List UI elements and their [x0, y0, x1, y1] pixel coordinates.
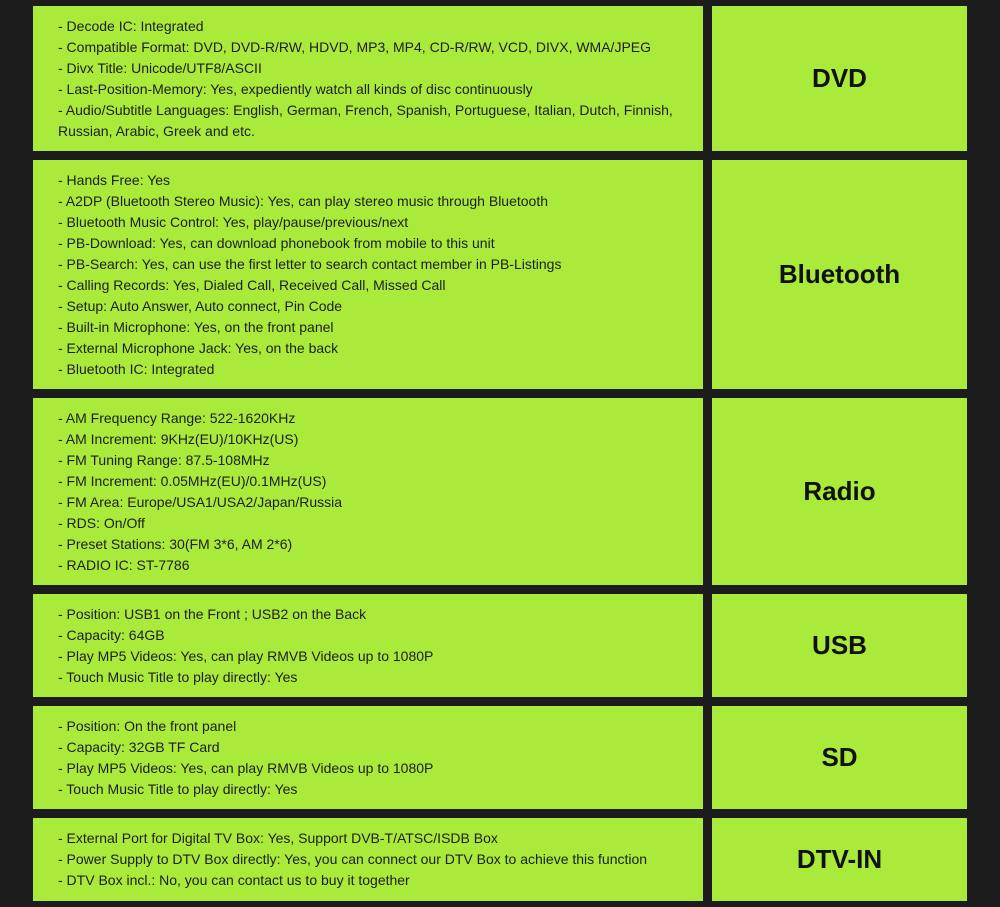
section-title: USB: [712, 594, 967, 697]
spec-item: - Capacity: 64GB: [58, 626, 165, 643]
spec-row-bluetooth: - Hands Free: Yes - A2DP (Bluetooth Stere…: [33, 160, 967, 389]
spec-item: - Bluetooth IC: Integrated: [58, 360, 215, 377]
spec-item: - Audio/Subtitle Languages: English, Ger…: [58, 101, 673, 139]
spec-item: - External Microphone Jack: Yes, on the …: [58, 339, 339, 356]
spec-item: - Position: USB1 on the Front ; USB2 on …: [58, 605, 367, 622]
spec-row-dtv-in: - External Port for Digital TV Box: Yes,…: [33, 818, 967, 901]
spec-item: - RDS: On/Off: [58, 514, 145, 531]
spec-list: - Hands Free: Yes - A2DP (Bluetooth Stere…: [33, 160, 703, 389]
spec-item: - Capacity: 32GB TF Card: [58, 738, 220, 755]
spec-item: - A2DP (Bluetooth Stereo Music): Yes, ca…: [58, 192, 549, 209]
spec-item: - Hands Free: Yes: [58, 171, 171, 188]
spec-list: - Position: On the front panel - Capacity…: [33, 706, 703, 809]
section-title: SD: [712, 706, 967, 809]
section-title: DVD: [712, 6, 967, 151]
spec-item: - FM Area: Europe/USA1/USA2/Japan/Russia: [58, 493, 343, 510]
spec-item: - AM Frequency Range: 522-1620KHz: [58, 409, 296, 426]
section-title: Radio: [712, 398, 967, 585]
spec-item: - Decode IC: Integrated: [58, 17, 204, 34]
spec-item: - Touch Music Title to play directly: Ye…: [58, 668, 298, 685]
spec-item: - FM Tuning Range: 87.5-108MHz: [58, 451, 270, 468]
spec-item: - PB-Download: Yes, can download phonebo…: [58, 234, 495, 251]
spec-item: - DTV Box incl.: No, you can contact us …: [58, 872, 410, 888]
spec-row-sd: - Position: On the front panel - Capacity…: [33, 706, 967, 809]
spec-item: - Touch Music Title to play directly: Ye…: [58, 780, 298, 797]
spec-item: - Compatible Format: DVD, DVD-R/RW, HDVD…: [58, 38, 652, 55]
section-title: DTV-IN: [712, 818, 967, 901]
spec-item: - External Port for Digital TV Box: Yes,…: [58, 830, 498, 846]
spec-list: - External Port for Digital TV Box: Yes,…: [33, 818, 703, 901]
spec-item: - Preset Stations: 30(FM 3*6, AM 2*6): [58, 535, 293, 552]
spec-row-dvd: - Decode IC: Integrated - Compatible Form…: [33, 6, 967, 151]
spec-item: - Play MP5 Videos: Yes, can play RMVB Vi…: [58, 647, 434, 664]
spec-item: - RADIO IC: ST-7786: [58, 556, 190, 573]
spec-list: - AM Frequency Range: 522-1620KHz - AM In…: [33, 398, 703, 585]
spec-list: - Position: USB1 on the Front ; USB2 on …: [33, 594, 703, 697]
spec-row-usb: - Position: USB1 on the Front ; USB2 on …: [33, 594, 967, 697]
spec-item: - AM Increment: 9KHz(EU)/10KHz(US): [58, 430, 299, 447]
spec-item: - PB-Search: Yes, can use the first lett…: [58, 255, 562, 272]
spec-list: - Decode IC: Integrated - Compatible Form…: [33, 6, 703, 151]
spec-item: - Position: On the front panel: [58, 717, 237, 734]
spec-item: - Setup: Auto Answer, Auto connect, Pin …: [58, 297, 343, 314]
spec-item: - Bluetooth Music Control: Yes, play/pau…: [58, 213, 409, 230]
spec-item: - Last-Position-Memory: Yes, expediently…: [58, 80, 533, 97]
spec-item: - Calling Records: Yes, Dialed Call, Rec…: [58, 276, 446, 293]
spec-item: - FM Increment: 0.05MHz(EU)/0.1MHz(US): [58, 472, 327, 489]
spec-item: - Built-in Microphone: Yes, on the front…: [58, 318, 334, 335]
section-title: Bluetooth: [712, 160, 967, 389]
spec-item: - Power Supply to DTV Box directly: Yes,…: [58, 851, 648, 867]
spec-row-radio: - AM Frequency Range: 522-1620KHz - AM In…: [33, 398, 967, 585]
spec-item: - Divx Title: Unicode/UTF8/ASCII: [58, 59, 262, 76]
spec-item: - Play MP5 Videos: Yes, can play RMVB Vi…: [58, 759, 434, 776]
